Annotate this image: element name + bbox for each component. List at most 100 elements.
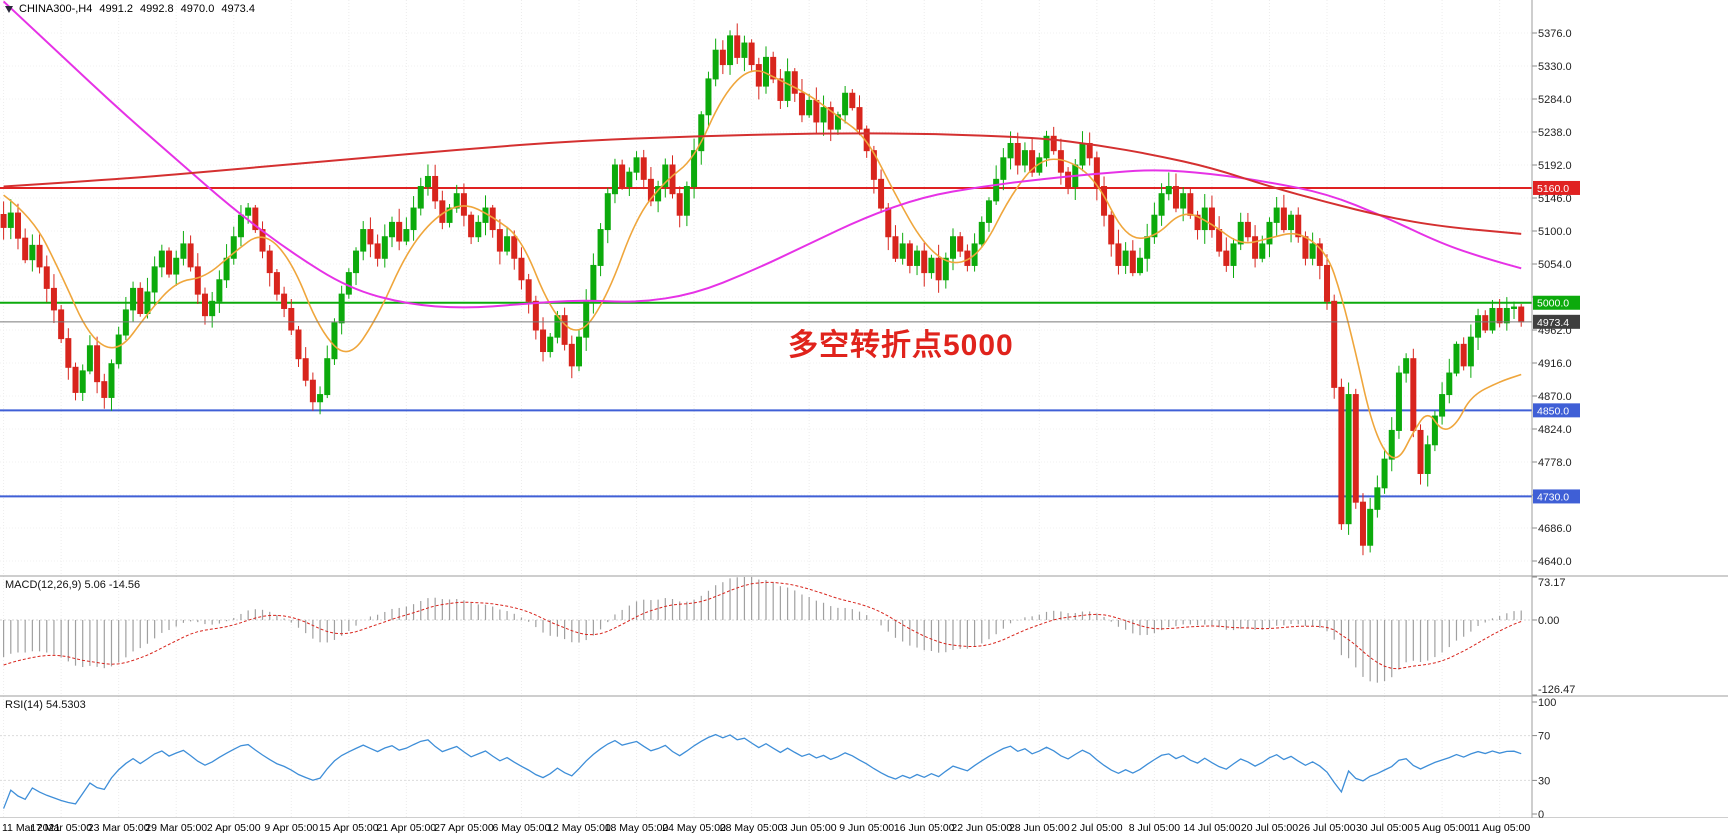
time-axis-label: 2 Jul 05:00 xyxy=(1071,822,1123,834)
bull-candle xyxy=(978,221,985,245)
bear-candle xyxy=(676,193,683,216)
bear-candle xyxy=(1014,142,1021,166)
bull-candle xyxy=(331,322,338,360)
bull-candle xyxy=(1137,257,1144,274)
time-axis-label: 11 Aug 05:00 xyxy=(1469,822,1531,834)
symbol-marker-icon xyxy=(5,5,13,13)
bear-candle xyxy=(540,329,547,353)
time-axis-label: 27 Apr 05:00 xyxy=(434,822,494,834)
bull-candle xyxy=(899,243,906,259)
bear-candle xyxy=(1172,186,1179,209)
bear-candle xyxy=(878,178,885,209)
bull-candle xyxy=(1374,487,1381,510)
ma-slow-red xyxy=(3,132,1522,235)
bull-candle xyxy=(784,71,791,101)
price-axis-label: 4916.0 xyxy=(1538,358,1572,370)
bear-candle xyxy=(460,193,467,216)
bear-candle xyxy=(532,300,539,331)
rsi-indicator-label: RSI(14) 54.5303 xyxy=(5,699,86,711)
price-axis-label: 5376.0 xyxy=(1538,28,1572,40)
rsi-axis-label: 70 xyxy=(1538,731,1550,743)
bear-candle xyxy=(374,243,381,259)
bull-candle xyxy=(942,257,949,281)
bear-candle xyxy=(1302,236,1309,259)
price-annotation[interactable]: 多空转折点5000 xyxy=(788,329,1014,362)
bear-candle xyxy=(1244,221,1251,238)
bull-candle xyxy=(245,207,252,216)
price-axis-label: 4640.0 xyxy=(1538,556,1572,568)
bull-candle xyxy=(806,99,813,116)
time-axis-label: 8 Jul 05:00 xyxy=(1128,822,1181,834)
bear-candle xyxy=(1029,150,1036,173)
bear-candle xyxy=(1223,250,1230,266)
bear-candle xyxy=(166,250,173,275)
bull-candle xyxy=(985,200,992,223)
current-price-badge xyxy=(1533,314,1580,329)
bull-candle xyxy=(1309,243,1316,259)
bull-candle xyxy=(590,264,597,302)
bear-candle xyxy=(1324,264,1331,302)
bear-candle xyxy=(755,64,762,87)
bull-candle xyxy=(381,236,388,259)
rsi-line xyxy=(2,733,1522,809)
time-axis-label: 16 Jun 05:00 xyxy=(893,822,955,834)
bull-candle xyxy=(1273,207,1280,223)
ohlc-low: 4970.0 xyxy=(180,3,215,15)
time-axis-label: 17 Mar 05:00 xyxy=(30,822,93,834)
bear-candle xyxy=(72,366,79,393)
bear-candle xyxy=(1252,236,1259,259)
bear-candle xyxy=(1057,150,1064,173)
bull-candle xyxy=(1180,193,1187,209)
bull-candle xyxy=(1403,358,1410,374)
bull-candle xyxy=(79,370,86,393)
bull-candle xyxy=(360,229,367,252)
macd-indicator-label: MACD(12,26,9) 5.06 -14.56 xyxy=(5,579,141,591)
bull-candle xyxy=(683,186,690,216)
bull-candle xyxy=(1381,458,1388,489)
bear-candle xyxy=(288,307,295,331)
bull-candle xyxy=(1122,250,1129,266)
bull-candle xyxy=(1439,394,1446,417)
bear-candle xyxy=(187,243,194,268)
bear-candle xyxy=(259,229,266,252)
bull-candle xyxy=(698,114,705,152)
bull-candle xyxy=(1431,415,1438,446)
bear-candle xyxy=(748,42,755,66)
bull-candle xyxy=(1345,394,1352,525)
bull-candle xyxy=(705,78,712,116)
bear-candle xyxy=(58,309,65,340)
time-axis[interactable]: 11 Mar 2021 17 Mar 05:00 23 Mar 05:00 29 Ma… xyxy=(0,818,1728,838)
price-badge-label: 4730.0 xyxy=(1537,491,1569,503)
bear-candle xyxy=(813,99,820,123)
bear-candle xyxy=(906,243,913,266)
time-axis-label: 6 May 05:00 xyxy=(492,822,551,834)
price-axis-label: 5100.0 xyxy=(1538,226,1572,238)
bear-candle xyxy=(1316,243,1323,266)
bear-candle xyxy=(791,71,798,94)
time-axis-label: 15 Apr 05:00 xyxy=(319,822,379,834)
bull-candle xyxy=(1511,306,1518,309)
bear-candle xyxy=(22,237,29,261)
bear-candle xyxy=(295,329,302,360)
bear-candle xyxy=(1129,250,1136,274)
bull-candle xyxy=(834,114,841,130)
bear-candle xyxy=(518,257,525,281)
bear-candle xyxy=(266,250,273,274)
bear-candle xyxy=(1050,135,1057,152)
bull-candle xyxy=(842,92,849,116)
bear-candle xyxy=(640,157,647,180)
bull-candle xyxy=(1489,307,1496,331)
bear-candle xyxy=(468,214,475,238)
bear-candle xyxy=(957,236,964,252)
bull-candle xyxy=(108,363,115,398)
bear-candle xyxy=(1115,243,1122,266)
bull-candle xyxy=(928,257,935,274)
bear-candle xyxy=(870,150,877,180)
bear-candle xyxy=(561,315,568,345)
bear-candle xyxy=(396,221,403,242)
time-axis-label: 20 Jul 05:00 xyxy=(1240,822,1299,834)
bull-candle xyxy=(1079,142,1086,166)
bear-candle xyxy=(1194,214,1201,231)
bull-candle xyxy=(453,193,460,209)
